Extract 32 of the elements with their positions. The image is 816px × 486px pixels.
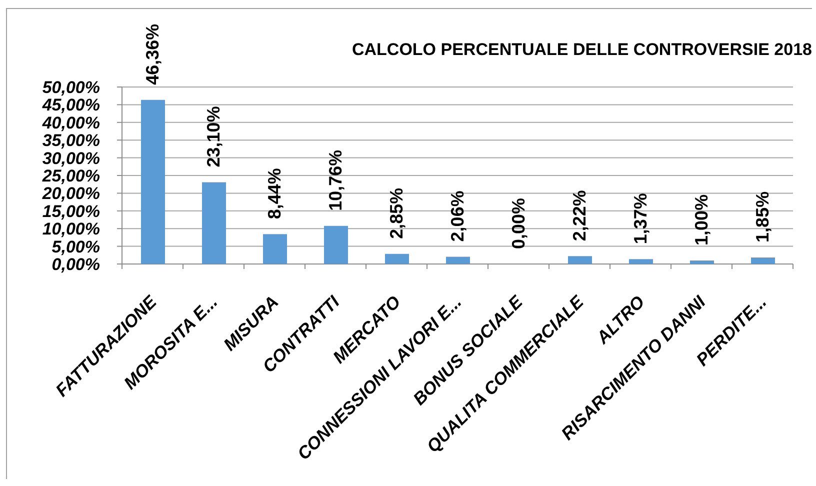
y-tick-label: 30,00% xyxy=(42,148,100,168)
data-label: 2,85% xyxy=(386,188,406,239)
bar xyxy=(324,226,348,264)
data-label: 8,44% xyxy=(264,168,284,220)
y-tick-label: 10,00% xyxy=(42,220,100,239)
y-tick-label: 25,00% xyxy=(41,166,100,186)
y-tick-label: 20,00% xyxy=(41,184,100,204)
y-tick-label: 40,00% xyxy=(41,113,100,132)
bar xyxy=(751,257,775,264)
bar xyxy=(202,182,226,264)
chart-title: CALCOLO PERCENTUALE DELLE CONTROVERSIE 2018 xyxy=(350,40,813,60)
y-tick-label: 5,00% xyxy=(52,237,100,256)
bar xyxy=(568,256,592,264)
data-label: 2,06% xyxy=(448,190,468,242)
data-label: 46,36% xyxy=(142,24,162,85)
data-label: 1,00% xyxy=(692,194,712,246)
data-label: 2,22% xyxy=(570,190,590,242)
bar xyxy=(629,259,653,264)
data-label: 1,37% xyxy=(630,193,650,244)
y-tick-label: 45,00% xyxy=(41,96,100,115)
data-label: 1,85% xyxy=(752,191,772,242)
data-label: 10,76% xyxy=(326,150,346,211)
y-tick-label: 35,00% xyxy=(42,131,100,150)
y-tick-label: 50,00% xyxy=(42,78,100,98)
y-tick-label: 15,00% xyxy=(42,202,100,221)
y-tick-label: 0,00% xyxy=(52,255,100,274)
bar xyxy=(385,254,409,264)
bar xyxy=(141,100,165,264)
bar xyxy=(263,234,287,264)
data-label: 23,10% xyxy=(204,106,224,168)
bar xyxy=(446,256,470,264)
data-label: 0,00% xyxy=(508,198,528,249)
